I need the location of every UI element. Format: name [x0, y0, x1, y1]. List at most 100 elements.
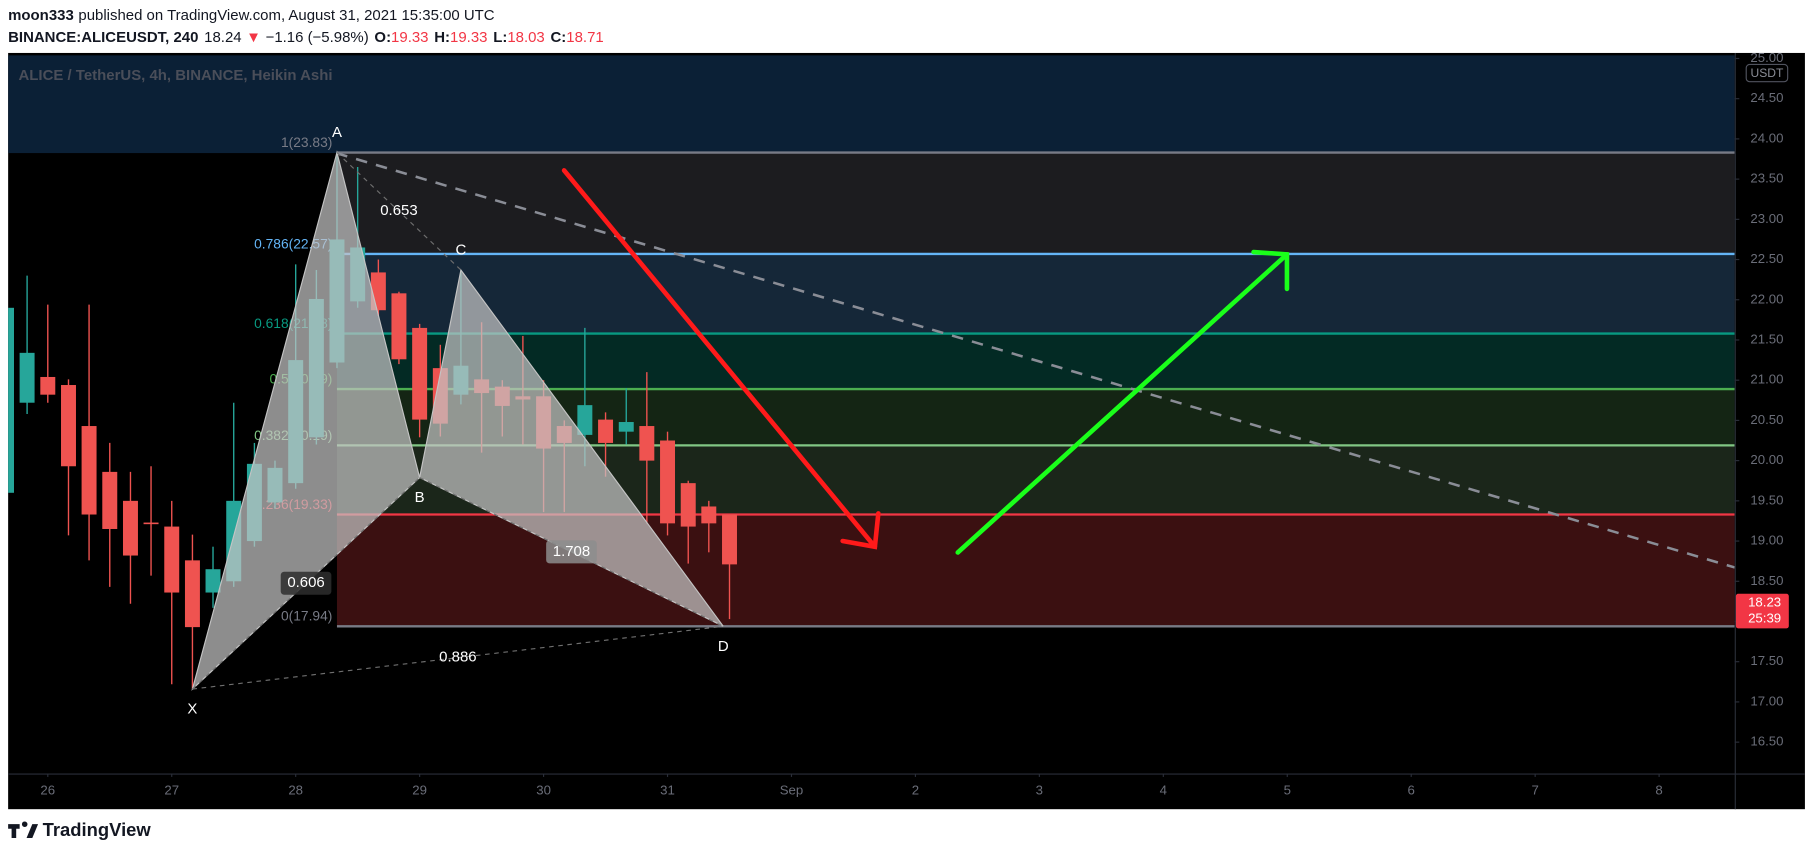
x-tick-label: 5 [1284, 782, 1291, 797]
y-unit: USDT [1750, 66, 1784, 80]
author: moon333 [8, 7, 74, 24]
ohlc-value: 18.03 [507, 29, 544, 46]
ratio-label: 0.886 [439, 649, 476, 666]
candle-body [184, 560, 200, 628]
point-label: X [187, 701, 197, 718]
axes: 16.5017.0017.5018.0018.5019.0019.5020.00… [40, 50, 1789, 797]
fib-label: 1(23.83) [281, 134, 332, 150]
y-tick-label: 23.00 [1750, 211, 1783, 226]
x-tick-label: 7 [1531, 782, 1538, 797]
unit-box [1745, 63, 1789, 83]
point-label: A [332, 124, 342, 141]
ratio-label: 0.606 [287, 574, 324, 591]
header-line-2: BINANCE:ALICEUSDT, 240 18.24 ▼ −1.16 (−5.98… [8, 29, 604, 46]
ohlc-label: O: [374, 29, 391, 46]
candle-body [164, 526, 180, 593]
last-price: 18.23 [1748, 594, 1781, 609]
candle-body [412, 327, 428, 420]
plot-area: 1(23.83)0.786(22.57)0.618(21.58)0.5(20.8… [8, 55, 1735, 718]
fib-retracement: 1(23.83)0.786(22.57)0.618(21.58)0.5(20.8… [254, 134, 1735, 628]
ohlc-value: 19.33 [391, 29, 428, 46]
ratio-line [192, 477, 421, 690]
candle-body [722, 514, 737, 565]
red-arrow [561, 168, 881, 550]
candle-body [391, 293, 407, 360]
ratio-line [336, 152, 462, 271]
x-tick-label: 30 [536, 782, 551, 797]
x-tick-label: 28 [288, 782, 303, 797]
candle-body [618, 422, 634, 432]
ohlc-label: C: [551, 29, 567, 46]
ratio-label: 1.708 [553, 543, 590, 560]
y-tick-label: 20.00 [1750, 452, 1783, 467]
ohlc-label: L: [493, 29, 507, 46]
y-tick-label: 21.50 [1750, 331, 1783, 346]
candle-body [81, 426, 97, 515]
candle-body [40, 376, 56, 395]
ratio-box [280, 571, 332, 595]
candle-body [143, 522, 159, 525]
point-label: B [415, 489, 425, 506]
footer-logo: TradingView [8, 819, 151, 840]
y-tick-label: 18.50 [1750, 573, 1783, 588]
ohlc-value: 19.33 [450, 29, 487, 46]
y-tick-label: 16.50 [1750, 734, 1783, 749]
candle-body [102, 471, 118, 529]
candle-body [598, 419, 614, 443]
x-tick-label: 3 [1036, 782, 1043, 797]
x-tick-label: 27 [164, 782, 179, 797]
y-tick-label: 19.50 [1750, 492, 1783, 507]
header-line-1: moon333 published on TradingView.com, Aug… [8, 7, 495, 24]
y-tick-label: 20.50 [1750, 412, 1783, 427]
y-tick-label: 17.50 [1750, 653, 1783, 668]
point-label: C [456, 241, 467, 258]
ohlc-value: 18.71 [566, 29, 603, 46]
countdown: 25:39 [1748, 611, 1781, 626]
candle-body [122, 500, 138, 556]
arrow-head [840, 511, 881, 550]
x-tick-label: Sep [780, 782, 804, 797]
candle-body [19, 352, 35, 403]
y-tick-label: 25.00 [1750, 50, 1783, 65]
fib-zone [336, 253, 1735, 334]
x-tick-label: 29 [412, 782, 427, 797]
change-arrow: ▼ [246, 29, 261, 46]
y-tick-label: 24.00 [1750, 130, 1783, 145]
arrow-head [1251, 249, 1290, 292]
candle-body [577, 405, 593, 435]
ratio-label: 0.653 [380, 202, 417, 219]
candle-body [8, 307, 15, 493]
change: −1.16 (−5.98%) [266, 29, 369, 46]
upper-zone [8, 55, 1735, 154]
logo-mark [8, 821, 39, 838]
chart-title: ALICE / TetherUS, 4h, BINANCE, Heikin As… [18, 67, 332, 84]
candle-body [61, 385, 76, 467]
published: published on TradingView.com, August 31,… [78, 7, 494, 24]
point-label: D [718, 638, 729, 655]
candle-body [701, 506, 717, 524]
x-tick-label: 6 [1408, 782, 1415, 797]
ratio-box [546, 540, 597, 564]
fib-label: 0(17.94) [281, 608, 332, 624]
candle-body [680, 483, 696, 527]
candle-body [660, 440, 676, 524]
arrow-shaft [561, 168, 878, 550]
y-tick-label: 21.00 [1750, 372, 1783, 387]
trend-line [335, 151, 1735, 569]
candle-body [205, 569, 221, 593]
y-tick-label: 22.50 [1750, 251, 1783, 266]
ratio-line [192, 625, 724, 690]
harmonic-pattern: 0.653 0.606 1.708 0.886 X A B C D [187, 124, 728, 718]
symbol: BINANCE:ALICEUSDT, 240 [8, 29, 198, 46]
x-tick-label: 31 [660, 782, 675, 797]
y-tick-label: 19.00 [1750, 533, 1783, 548]
y-tick-label: 23.50 [1750, 171, 1783, 186]
green-arrow [955, 249, 1290, 555]
x-tick-label: 4 [1160, 782, 1167, 797]
x-tick-label: 8 [1655, 782, 1662, 797]
ohlc-label: H: [434, 29, 450, 46]
x-tick-label: 2 [912, 782, 919, 797]
arrow-shaft [955, 252, 1290, 555]
price: 18.24 [204, 29, 241, 46]
